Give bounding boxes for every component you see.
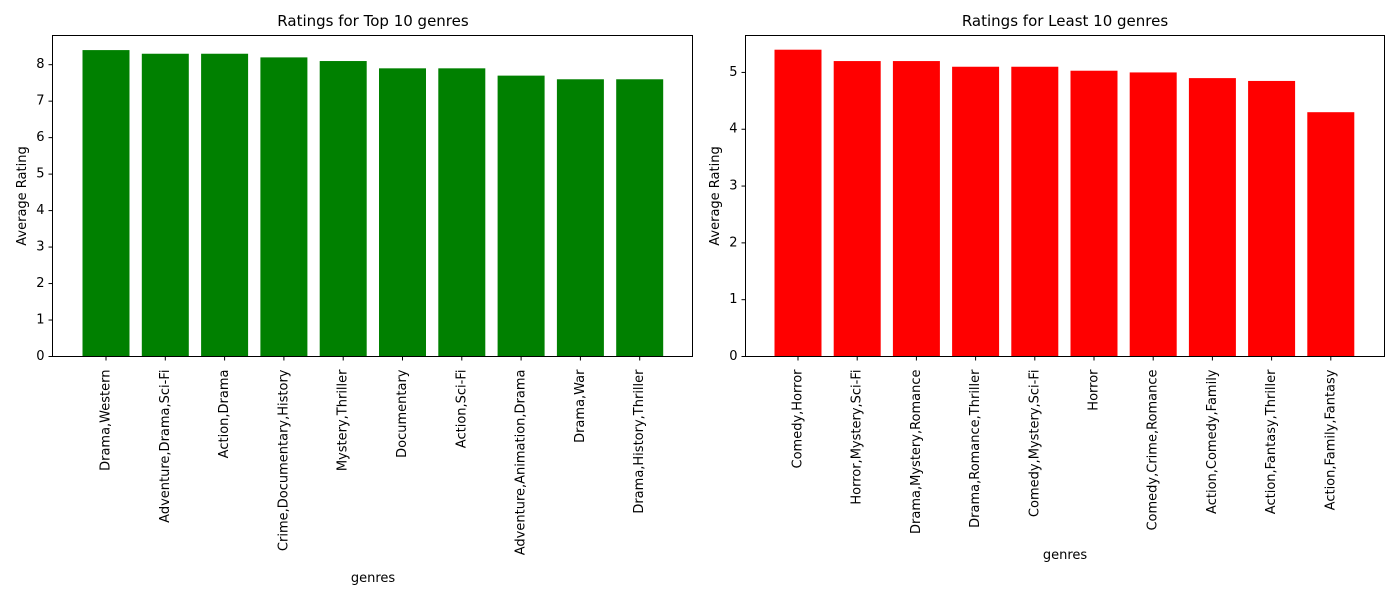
y-axis-label: Average Rating [15,146,30,245]
x-tick-label: Action,Family,Fantasy [1323,369,1338,510]
bar [616,79,664,357]
x-tick-label: Drama,Mystery,Romance [909,370,924,534]
bar [556,79,604,357]
y-tick-label: 6 [36,130,44,145]
y-tick-label: 8 [36,57,44,72]
x-axis-label: genres [1043,548,1088,563]
bar [952,66,1000,357]
x-tick-label: Drama,War [573,369,588,443]
x-tick-label: Drama,Western [99,370,114,471]
y-tick-label: 4 [729,122,737,137]
bar [497,75,545,357]
x-tick-label: Comedy,Mystery,Sci-Fi [1027,370,1042,518]
x-tick-label: Mystery,Thriller [336,369,351,471]
y-tick-label: 3 [729,179,737,194]
y-axis-ticks: 0 1 2 3 4 5 [729,65,746,364]
y-tick-label: 5 [729,65,737,80]
y-tick-label: 7 [36,94,44,109]
bar [260,57,308,357]
bar [141,53,189,357]
bars [774,49,1355,357]
bar [201,53,249,357]
x-axis-ticks: Comedy,Horror Horror,Mystery,Sci-Fi Drama,… [791,356,1338,534]
y-tick-label: 2 [729,235,737,250]
bar [319,61,367,357]
x-tick-label: Drama,Romance,Thriller [968,369,983,528]
y-axis-label: Average Rating [708,146,723,245]
plot-frame [52,35,693,357]
x-tick-label: Action,Drama [217,370,232,459]
bar [1188,78,1236,357]
x-tick-label: Adventure,Drama,Sci-Fi [158,370,173,523]
bar [438,68,486,357]
x-tick-label: Horror [1087,369,1102,411]
x-tick-label: Crime,Documentary,History [276,369,291,551]
bars [82,50,664,357]
plot-frame [745,35,1385,357]
bar [1307,112,1355,357]
x-axis-label: genres [351,571,396,586]
y-tick-label: 5 [36,167,44,182]
y-tick-label: 2 [36,276,44,291]
bar [892,61,940,357]
bar [1129,72,1177,357]
y-axis-ticks: 0 1 2 3 4 5 6 7 8 [36,57,53,364]
x-tick-label: Comedy,Crime,Romance [1146,369,1161,530]
chart-title: Ratings for Least 10 genres [962,12,1168,30]
y-tick-label: 1 [729,292,737,307]
x-tick-label: Horror,Mystery,Sci-Fi [850,370,865,505]
x-tick-label: Documentary [395,369,410,458]
x-tick-label: Action,Fantasy,Thriller [1264,369,1279,514]
chart-title: Ratings for Top 10 genres [277,12,469,30]
x-tick-label: Action,Comedy,Family [1205,369,1220,514]
x-tick-label: Action,Sci-Fi [454,370,469,449]
bar [82,50,130,357]
x-tick-label: Adventure,Animation,Drama [514,370,529,556]
x-tick-label: Comedy,Horror [791,369,806,469]
bar [379,68,426,357]
bar [1011,66,1059,357]
bar [833,61,881,357]
bar [774,49,822,357]
chart-top-10-genres: Ratings for Top 10 genres 0 1 2 3 4 5 6 7 8 Dram… [15,12,693,586]
y-tick-label: 4 [36,203,44,218]
bar [1070,70,1118,357]
y-tick-label: 1 [36,313,44,328]
chart-least-10-genres: Ratings for Least 10 genres 0 1 2 3 4 5 Comed… [708,12,1385,563]
y-tick-label: 3 [36,240,44,255]
y-tick-label: 0 [36,349,44,364]
y-tick-label: 0 [729,349,737,364]
x-tick-label: Drama,History,Thriller [632,369,647,514]
x-axis-ticks: Drama,Western Adventure,Drama,Sci-Fi Actio… [99,356,647,556]
bar [1248,80,1296,357]
